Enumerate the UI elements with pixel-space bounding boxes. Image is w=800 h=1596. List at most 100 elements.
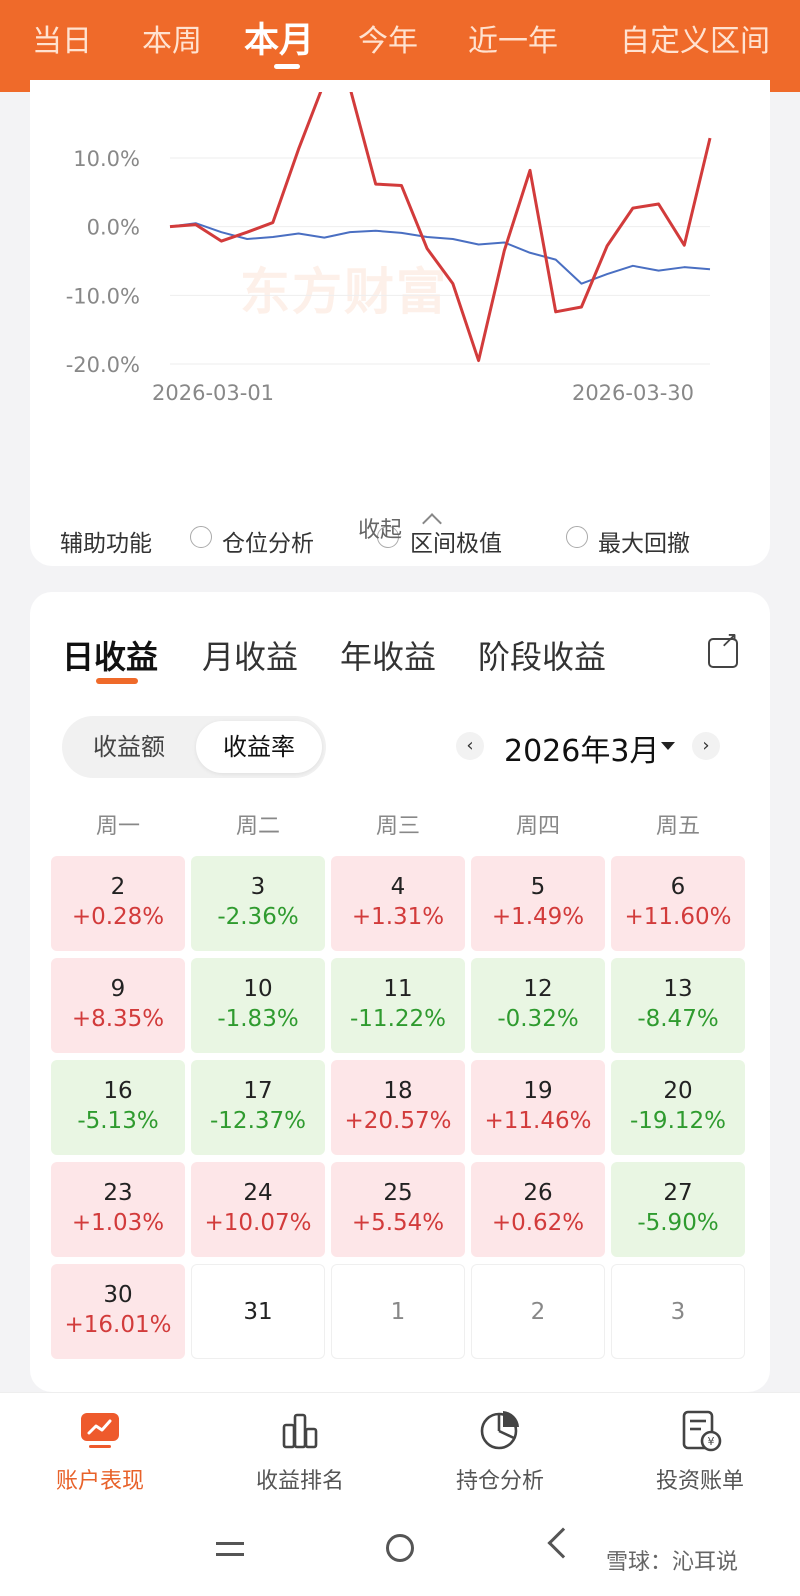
tab-this-week[interactable]: 本周 [142, 24, 202, 59]
day-number: 4 [390, 874, 406, 900]
trend-chart-icon [81, 1413, 119, 1448]
dropdown-caret-icon[interactable] [661, 742, 675, 750]
option-max-drawdown[interactable]: 最大回撤 [598, 531, 690, 557]
back-icon[interactable] [547, 1527, 579, 1559]
day-number: 25 [383, 1180, 413, 1206]
calendar-day-cell[interactable]: 19 +11.46% [471, 1060, 605, 1155]
weekday-label: 周五 [655, 814, 700, 839]
nav-label: 投资账单 [655, 1469, 744, 1494]
x-start-label: 2026-03-01 [152, 381, 274, 405]
daily-return-value: +20.57% [344, 1108, 452, 1134]
performance-line-chart[interactable]: 10.0% 0.0% -10.0% -20.0% 2026-03-01 2026-03-3… [30, 80, 770, 500]
radio-position-analysis[interactable] [190, 526, 212, 548]
daily-return-value: -2.36% [217, 904, 299, 930]
nav-holding-analysis[interactable]: 持仓分析 [400, 1407, 600, 1495]
day-number: 24 [243, 1180, 273, 1206]
daily-return-value: -1.83% [217, 1006, 299, 1032]
tab-daily-returns[interactable]: 日收益 [62, 638, 159, 676]
daily-return-value: +11.46% [484, 1108, 592, 1134]
calendar-day-cell[interactable]: 11 -11.22% [331, 958, 465, 1053]
calendar-day-cell[interactable]: 23 +1.03% [51, 1162, 185, 1257]
calendar-day-cell[interactable]: 3 -2.36% [191, 856, 325, 951]
bill-icon: ¥ [682, 1410, 722, 1452]
day-number: 3 [250, 874, 266, 900]
x-end-label: 2026-03-30 [572, 381, 694, 405]
calendar-day-cell[interactable]: 12 -0.32% [471, 958, 605, 1053]
daily-return-value: +8.35% [71, 1006, 165, 1032]
calendar-day-cell[interactable]: 17 -12.37% [191, 1060, 325, 1155]
calendar-day-cell[interactable]: 6 +11.60% [611, 856, 745, 951]
home-icon[interactable] [386, 1534, 414, 1562]
calendar-day-cell[interactable]: 2 +0.28% [51, 856, 185, 951]
calendar-day-cell[interactable]: 26 +0.62% [471, 1162, 605, 1257]
day-number: 26 [523, 1180, 553, 1206]
nav-label: 收益排名 [255, 1469, 344, 1494]
day-number: 20 [663, 1078, 693, 1104]
returns-tab-indicator [96, 678, 138, 684]
tab-monthly-returns[interactable]: 月收益 [202, 638, 299, 676]
weekday-label: 周一 [95, 814, 140, 839]
calendar-day-cell[interactable]: 27 -5.90% [611, 1162, 745, 1257]
option-position-analysis[interactable]: 仓位分析 [222, 531, 314, 557]
toggle-rate[interactable]: 收益率 [196, 721, 322, 773]
calendar-day-cell[interactable]: 24 +10.07% [191, 1162, 325, 1257]
calendar-day-cell[interactable]: 16 -5.13% [51, 1060, 185, 1155]
calendar-day-cell[interactable]: 30 +16.01% [51, 1264, 185, 1359]
calendar-day-cell[interactable]: 9 +8.35% [51, 958, 185, 1053]
bottom-navigation: 账户表现 收益排名 持仓分析 ¥ 投资账单 [0, 1392, 800, 1502]
calendar-day-cell[interactable]: 5 +1.49% [471, 856, 605, 951]
prev-month-button[interactable]: ‹ [456, 732, 484, 760]
nav-label: 持仓分析 [455, 1469, 544, 1494]
calendar-day-cell[interactable]: 31 [191, 1264, 325, 1359]
day-number: 12 [523, 976, 553, 1002]
bar-ranking-icon [282, 1413, 318, 1449]
daily-return-value: +1.03% [71, 1210, 165, 1236]
option-range-extremes[interactable]: 区间极值 [410, 531, 502, 557]
day-number: 17 [243, 1078, 273, 1104]
chart-watermark: 东方财富 [240, 263, 448, 321]
tab-custom-range[interactable]: 自定义区间 [620, 24, 770, 59]
daily-return-value: +1.49% [491, 904, 585, 930]
toggle-amount[interactable]: 收益额 [93, 733, 165, 761]
next-month-button[interactable]: › [692, 732, 720, 760]
y-tick-label: 0.0% [87, 216, 140, 240]
calendar-day-cell[interactable]: 3 [611, 1264, 745, 1359]
day-number: 3 [670, 1299, 686, 1325]
calendar-day-cell[interactable]: 18 +20.57% [331, 1060, 465, 1155]
series-line [169, 92, 712, 363]
pie-chart-icon [480, 1411, 519, 1450]
recent-apps-icon[interactable] [216, 1542, 244, 1556]
nav-returns-ranking[interactable]: 收益排名 [200, 1407, 400, 1495]
share-icon[interactable] [708, 638, 738, 668]
nav-account-performance[interactable]: 账户表现 [0, 1407, 200, 1495]
radio-max-drawdown[interactable] [566, 526, 588, 548]
daily-return-value: -19.12% [630, 1108, 726, 1134]
tab-this-year[interactable]: 今年 [358, 24, 418, 59]
day-number: 6 [670, 874, 686, 900]
period-tab-bar: 当日 本周 本月 今年 近一年 自定义区间 [0, 0, 800, 92]
day-number: 27 [663, 1180, 693, 1206]
tab-today[interactable]: 当日 [32, 24, 92, 59]
weekday-label: 周四 [515, 814, 560, 839]
calendar-day-cell[interactable]: 13 -8.47% [611, 958, 745, 1053]
collapse-button[interactable]: 收起 [358, 518, 403, 543]
active-tab-indicator [274, 64, 300, 69]
calendar-day-cell[interactable]: 2 [471, 1264, 605, 1359]
tab-period-returns[interactable]: 阶段收益 [478, 638, 607, 676]
day-number: 30 [103, 1282, 133, 1308]
calendar-day-cell[interactable]: 10 -1.83% [191, 958, 325, 1053]
tab-last-year[interactable]: 近一年 [468, 24, 558, 59]
month-selector[interactable]: 2026年3月 [504, 734, 660, 769]
svg-text:¥: ¥ [708, 1435, 715, 1448]
radio-range-extremes[interactable] [377, 526, 399, 548]
calendar-day-cell[interactable]: 25 +5.54% [331, 1162, 465, 1257]
tab-this-month[interactable]: 本月 [244, 21, 315, 61]
calendar-day-cell[interactable]: 20 -19.12% [611, 1060, 745, 1155]
daily-return-value: +1.31% [351, 904, 445, 930]
daily-return-value: +16.01% [64, 1312, 172, 1338]
tab-yearly-returns[interactable]: 年收益 [340, 638, 437, 676]
nav-label: 账户表现 [55, 1469, 144, 1494]
nav-investment-bill[interactable]: ¥ 投资账单 [600, 1407, 800, 1495]
calendar-day-cell[interactable]: 1 [331, 1264, 465, 1359]
calendar-day-cell[interactable]: 4 +1.31% [331, 856, 465, 951]
